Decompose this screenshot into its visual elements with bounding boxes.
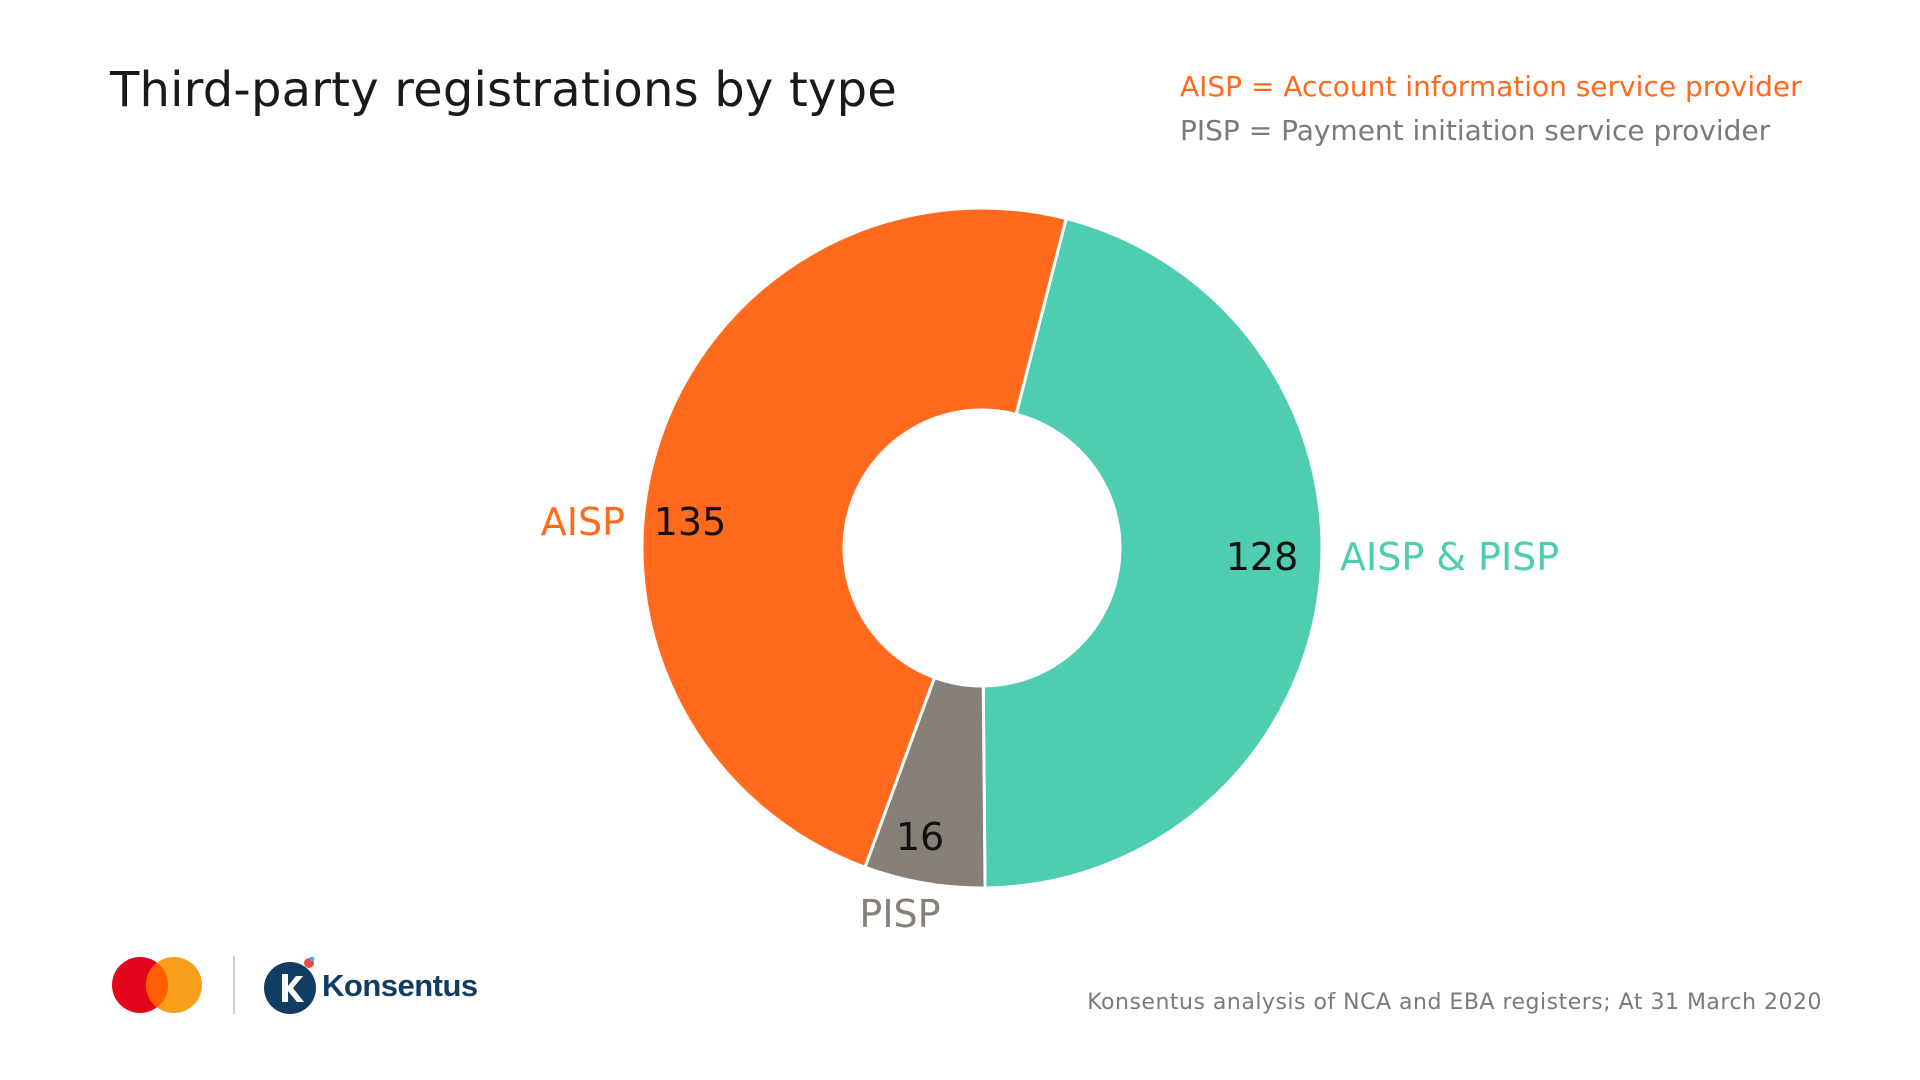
slice-aisp: [640, 206, 1068, 870]
konsentus-wordmark: Konsentus: [322, 968, 478, 1003]
legend-note-pisp: PISP = Payment initiation service provid…: [1180, 114, 1771, 147]
category-label-2: AISP: [541, 500, 625, 544]
slice-aisp-pisp: [981, 216, 1324, 890]
data-label-0: 128: [1226, 535, 1299, 579]
mastercard-logo: [112, 956, 235, 1014]
category-label-0: AISP & PISP: [1340, 535, 1559, 579]
konsentus-k-icon: [264, 956, 316, 1014]
chart-title: Third-party registrations by type: [110, 62, 898, 118]
footer-logos: Konsentus: [110, 950, 490, 1020]
source-note: Konsentus analysis of NCA and EBA regist…: [1087, 990, 1822, 1015]
category-label-1: PISP: [859, 892, 940, 936]
legend-note-aisp: AISP = Account information service provi…: [1180, 70, 1802, 103]
data-label-2: 135: [654, 500, 727, 544]
data-label-1: 16: [896, 815, 944, 859]
